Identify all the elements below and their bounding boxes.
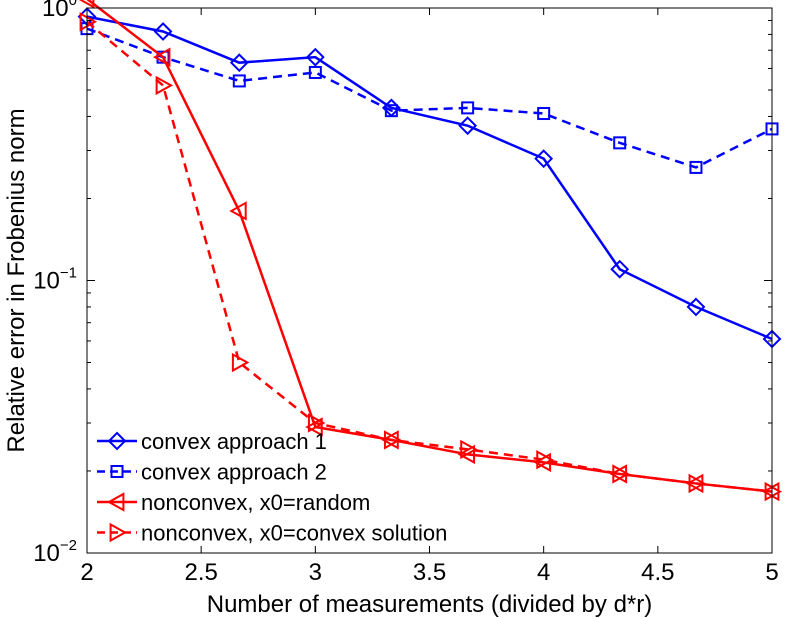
legend-label: convex approach 1	[141, 429, 327, 454]
x-tick-label: 2	[80, 559, 93, 586]
data-point	[460, 439, 478, 460]
x-tick-label: 4.5	[641, 559, 674, 586]
legend: convex approach 1 convex approach 2 noncon…	[97, 429, 447, 546]
data-point	[461, 101, 475, 115]
legend-label: nonconvex, x0=convex solution	[141, 521, 447, 546]
series-line	[86, 27, 773, 169]
data-point	[231, 352, 250, 373]
data-point	[533, 452, 552, 473]
y-tick-base: 10	[33, 540, 60, 567]
x-tick-label: 5	[765, 559, 778, 586]
x-tick-label: 3.5	[413, 559, 446, 586]
y-tick-label: 10−2	[33, 537, 77, 567]
y-tick-base: 10	[42, 0, 69, 22]
y-axis-label: Relative error in Frobenius norm	[3, 108, 30, 452]
legend-item: nonconvex, x0=convex solution	[97, 521, 447, 546]
y-tick-label: 100	[42, 0, 77, 22]
x-tick-label: 4	[537, 559, 550, 586]
data-point	[155, 75, 174, 96]
data-point	[79, 12, 98, 32]
data-point	[229, 201, 247, 221]
data-point	[458, 116, 478, 136]
data-point	[686, 297, 706, 317]
y-tick-label: 10−1	[33, 265, 77, 295]
data-point	[537, 107, 551, 121]
series-line	[86, 20, 773, 493]
series-line	[86, 15, 773, 341]
data-point	[152, 47, 171, 67]
data-point	[305, 47, 325, 67]
data-point	[383, 430, 402, 450]
legend-marker	[106, 492, 125, 512]
data-point	[153, 22, 173, 41]
x-tick-label: 2.5	[184, 559, 217, 586]
y-tick-base: 10	[33, 268, 60, 295]
data-point	[534, 149, 554, 169]
data-point	[308, 65, 322, 79]
data-point	[612, 464, 630, 484]
legend-item: convex approach 1	[97, 429, 327, 454]
y-tick-exponent: −2	[60, 537, 77, 554]
legend-label: convex approach 2	[141, 460, 327, 485]
series-4	[79, 12, 783, 502]
data-point	[764, 481, 783, 502]
data-point	[78, 0, 95, 9]
x-axis-label: Number of measurements (divided by d*r)	[207, 591, 653, 618]
plot-frame	[86, 7, 773, 554]
legend-marker	[110, 465, 124, 478]
legend-label: nonconvex, x0=random	[141, 490, 370, 515]
legend-marker	[109, 522, 128, 543]
legend-item: nonconvex, x0=random	[97, 490, 370, 515]
data-point	[384, 104, 398, 118]
series-layer	[77, 0, 783, 502]
legend-marker	[107, 431, 127, 451]
plot-area-background	[87, 8, 772, 553]
data-point	[232, 74, 246, 88]
data-point	[229, 53, 249, 73]
data-point	[613, 136, 627, 150]
y-tick-exponent: −1	[60, 265, 77, 282]
legend-item: convex approach 2	[97, 460, 327, 485]
data-point	[536, 449, 554, 470]
data-point	[688, 473, 707, 494]
y-tick-exponent: 0	[69, 0, 77, 9]
data-point	[307, 413, 326, 433]
data-point	[689, 160, 703, 174]
x-tick-label: 3	[309, 559, 322, 586]
data-point	[610, 259, 630, 279]
